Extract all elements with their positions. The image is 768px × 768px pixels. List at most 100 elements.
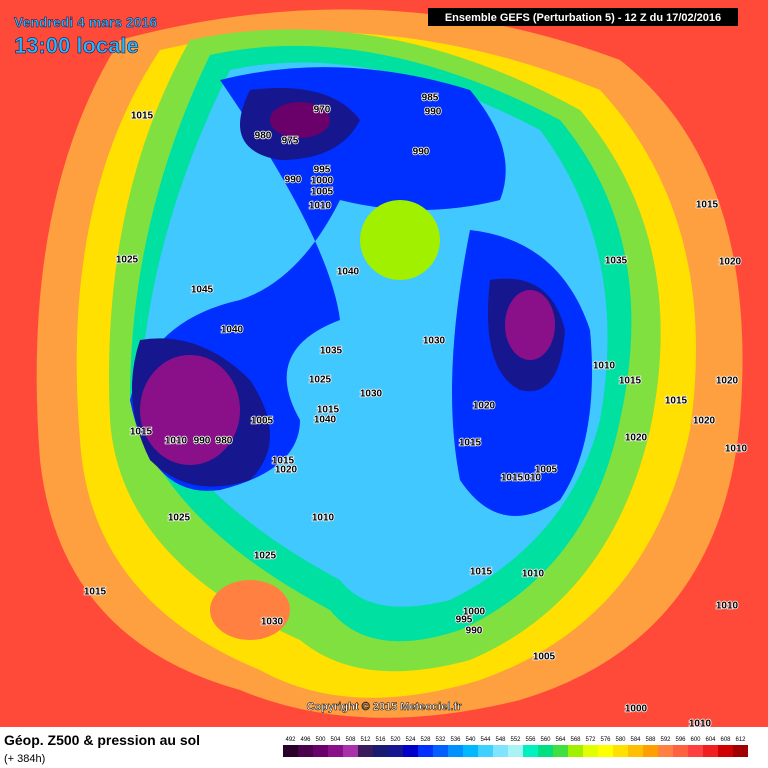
isobar-label: 1015 [130,427,153,438]
legend-label: 580 [615,737,626,743]
legend-swatch [703,745,718,757]
legend-label: 516 [375,737,386,743]
legend-label: 492 [285,737,296,743]
legend-label: 556 [525,737,536,743]
isobar-label: 1005 [251,416,274,427]
isobar-label: 1015 [696,200,719,211]
legend-swatch [658,745,673,757]
legend-label: 596 [675,737,686,743]
legend-swatch [613,745,628,757]
isobar-label: 1010 [522,569,545,580]
isobar-label: 1020 [716,376,739,387]
z500-field [0,0,768,727]
legend-label: 536 [450,737,461,743]
legend-label: 608 [720,737,731,743]
legend-label: 612 [735,737,746,743]
legend-label: 548 [495,737,506,743]
legend-swatch [493,745,508,757]
date: Vendredi 4 mars 2016 [14,14,157,30]
isobar-label: 1010 [309,201,332,212]
legend-swatch [583,745,598,757]
isobar-label: 995 [456,615,473,626]
color-legend: 492 496 500 504 508 512 516 520 524 528 532 536 540 5… [283,737,748,757]
isobar-label: 1015 [619,376,642,387]
legend-label: 568 [570,737,581,743]
isobar-label: 1015 [317,405,340,416]
legend-swatch [418,745,433,757]
isobar-label: 1025 [168,513,191,524]
isobar-label: 990 [285,175,302,186]
legend-swatch [358,745,373,757]
legend-label: 552 [510,737,521,743]
isobar-label: 990 [466,626,483,637]
legend-swatch [508,745,523,757]
legend-label: 508 [345,737,356,743]
isobar-label: 1040 [221,325,244,336]
isobar-label: 1010 [165,436,188,447]
legend-swatch [328,745,343,757]
isobar-label: 990 [194,436,211,447]
isobar-label: 1020 [275,465,298,476]
isobar-label: 1040 [314,415,337,426]
isobar-label: 1005 [535,465,558,476]
run-box [428,8,738,26]
legend-swatch [283,745,298,757]
isobar-label: 1010 [593,361,616,372]
legend-swatch [718,745,733,757]
isobar-label: 1025 [254,551,277,562]
isobar-label: 1030 [423,336,446,347]
isobar-label: 1035 [320,346,343,357]
legend-swatch [538,745,553,757]
legend-swatch [688,745,703,757]
legend-swatch [523,745,538,757]
isobar-label: 1020 [693,416,716,427]
legend-swatch [343,745,358,757]
legend-swatch [568,745,583,757]
legend-label: 524 [405,737,416,743]
copyright: Copyright © 2015 Meteociel.fr [307,701,463,713]
legend-swatch [643,745,658,757]
legend-label: 604 [705,737,716,743]
isobar-label: 1040 [337,267,360,278]
isobar-label: 1025 [309,375,332,386]
legend-label: 528 [420,737,431,743]
isobar-label: 995 [314,165,331,176]
isobar-label: 1015 [131,111,154,122]
legend-swatch [403,745,418,757]
isobar-label: 1010 [716,601,739,612]
isobar-label: 970 [314,105,331,116]
isobar-label: 1020 [473,401,496,412]
isobar-label: 1005 [311,187,334,198]
legend-swatch [598,745,613,757]
legend-swatch [673,745,688,757]
legend-swatch [553,745,568,757]
isobar-label: 1000 [625,704,648,715]
isobar-label: 990 [425,107,442,118]
isobar-label: 1030 [261,617,284,628]
local-time: 13:00 locale [14,33,139,58]
isobar-label: 985 [422,93,439,104]
legend-swatch [733,745,748,757]
isobar-label: 1020 [625,433,648,444]
legend-swatch [478,745,493,757]
isobar-label: 1015 [84,587,107,598]
isobar-label: 1010 [519,473,542,484]
isobar-label: 1015 [665,396,688,407]
legend-label: 512 [360,737,371,743]
legend-swatch [463,745,478,757]
legend-label: 532 [435,737,446,743]
legend-swatch [313,745,328,757]
isobar-label: 1025 [116,255,139,266]
legend-label: 572 [585,737,596,743]
legend-label: 500 [315,737,326,743]
isobar-label: 1020 [719,257,742,268]
legend-label: 520 [390,737,401,743]
isobar-label: 1010 [725,444,748,455]
isobar-label: 1005 [533,652,556,663]
legend-swatch [433,745,448,757]
legend-label: 496 [300,737,311,743]
isobar-label: 980 [255,131,272,142]
isobar-label: 1015 [459,438,482,449]
